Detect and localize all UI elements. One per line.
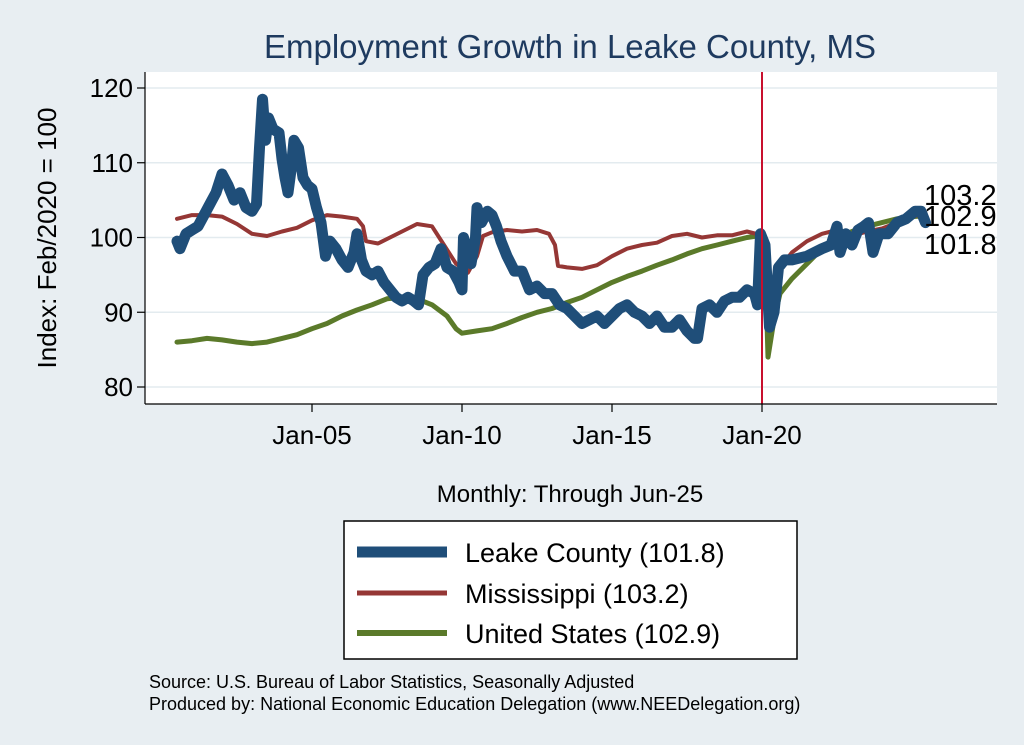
y-tick-label-100: 100 [90,223,133,253]
plot-area: 80 90 100 110 120 Jan-05 Jan-10 Jan-15 Jan-20 1… [90,72,997,450]
x-tick-label-jan-05: Jan-05 [272,420,352,450]
producer-note: Produced by: National Economic Education… [149,694,800,714]
end-label-1: 102.9 [924,201,997,233]
x-axis-label: Monthly: Through Jun-25 [437,481,703,508]
x-tick-label-jan-10: Jan-10 [422,420,502,450]
end-label-2: 101.8 [924,229,997,261]
legend: Leake County (101.8) Mississippi (103.2)… [343,520,798,660]
y-axis-label: Index: Feb/2020 = 100 [32,108,62,369]
x-axis-ticks: Jan-05 Jan-10 Jan-15 Jan-20 [272,404,802,450]
y-tick-label-80: 80 [104,372,133,402]
y-tick-label-120: 120 [90,73,133,103]
series-line-leake-county [171,93,931,344]
legend-label-united-states: United States (102.9) [465,619,720,649]
series-lines [171,72,931,404]
y-tick-label-90: 90 [104,297,133,327]
chart-title: Employment Growth in Leake County, MS [264,28,876,65]
y-tick-label-110: 110 [92,148,133,178]
legend-label-mississippi: Mississippi (103.2) [465,579,689,609]
x-tick-label-jan-15: Jan-15 [572,420,652,450]
legend-label-leake: Leake County (101.8) [465,538,725,568]
source-note: Source: U.S. Bureau of Labor Statistics,… [149,672,634,692]
end-label-0: 103.2 [924,180,997,212]
y-axis-ticks: 80 90 100 110 120 [90,73,145,402]
x-tick-label-jan-20: Jan-20 [722,420,802,450]
